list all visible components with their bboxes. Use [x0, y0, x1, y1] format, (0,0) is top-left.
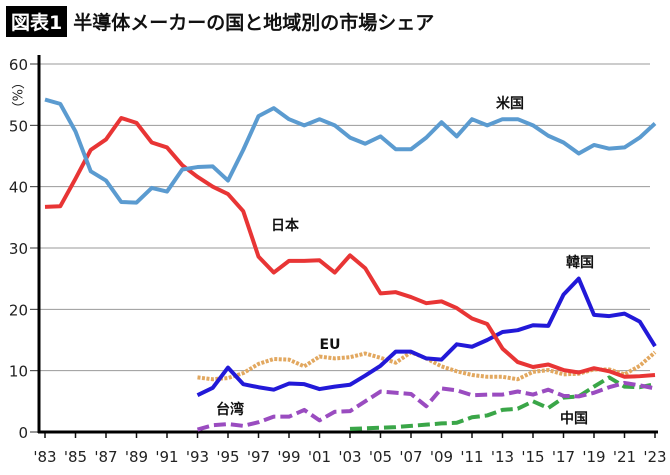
x-tick-label: '95 — [216, 448, 239, 466]
series-label: EU — [320, 337, 341, 353]
x-tick-label: '93 — [186, 448, 209, 466]
y-tick-label: 40 — [9, 179, 28, 197]
y-tick-label: 10 — [9, 363, 28, 381]
x-tick-label: '17 — [552, 448, 575, 466]
x-tick-label: '21 — [613, 448, 636, 466]
series-line-1 — [44, 115, 656, 379]
title-text: 半導体メーカーの国と地域別の市場シェア — [73, 12, 435, 34]
series-label: 韓国 — [566, 254, 594, 271]
series-label: 台湾 — [216, 401, 244, 418]
series-line-5 — [349, 375, 656, 431]
x-tick-label: '23 — [643, 448, 666, 466]
y-tick-label: 30 — [9, 240, 28, 258]
x-tick-label: '11 — [460, 448, 483, 466]
y-tick-label: 20 — [9, 301, 28, 319]
y-tick-label: 60 — [9, 56, 28, 74]
x-tick-label: '83 — [33, 448, 56, 466]
x-tick-label: '91 — [155, 448, 178, 466]
y-tick-label: 0 — [18, 424, 28, 442]
x-tick-label: '19 — [582, 448, 605, 466]
x-tick-label: '13 — [491, 448, 514, 466]
x-tick-label: '87 — [94, 448, 117, 466]
series-label: 米国 — [496, 95, 524, 112]
y-axis-label: （%） — [9, 76, 25, 114]
x-tick-label: '05 — [369, 448, 392, 466]
y-tick-label: 50 — [9, 117, 28, 135]
figure-badge: 図表1 — [6, 6, 68, 37]
x-tick-label: '99 — [277, 448, 300, 466]
x-tick-label: '85 — [64, 448, 87, 466]
series-label: 中国 — [560, 410, 588, 427]
series-line-2 — [196, 276, 657, 398]
series-line-4 — [196, 380, 656, 432]
chart-title: 図表1 半導体メーカーの国と地域別の市場シェア — [6, 6, 434, 37]
series-line-0 — [44, 97, 657, 205]
x-tick-label: '09 — [430, 448, 453, 466]
x-tick-label: '07 — [399, 448, 422, 466]
x-tick-label: '01 — [308, 448, 331, 466]
x-tick-label: '97 — [247, 448, 270, 466]
x-tick-label: '15 — [521, 448, 544, 466]
series-label: 日本 — [271, 217, 300, 234]
x-tick-label: '03 — [338, 448, 361, 466]
x-tick-label: '89 — [125, 448, 148, 466]
